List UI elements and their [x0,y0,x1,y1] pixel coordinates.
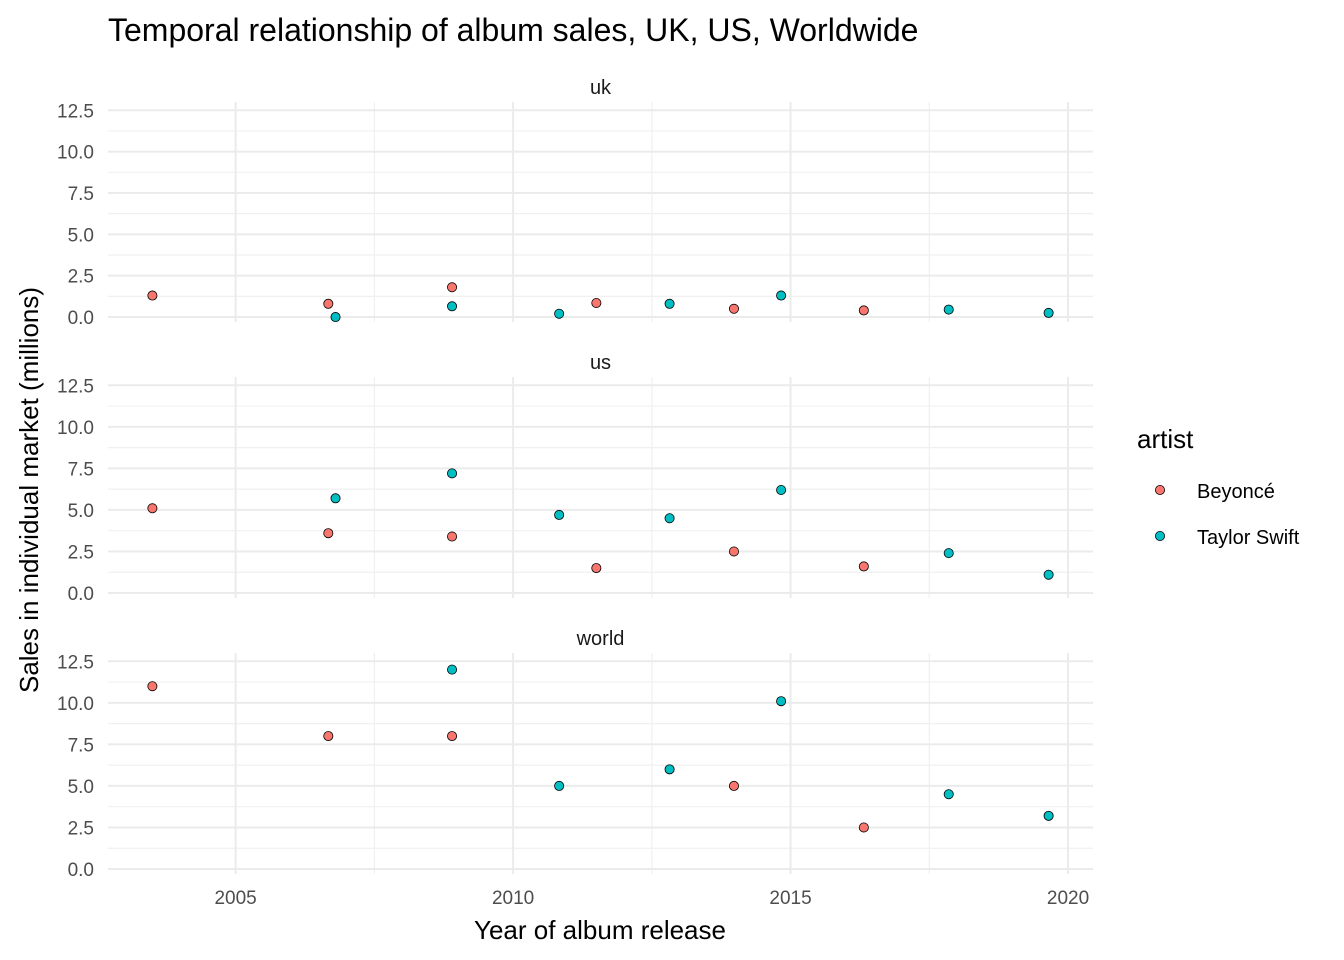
facet-label-world: world [576,628,625,650]
data-point [330,312,341,323]
data-point [554,308,565,319]
panel-us: 0.0 2.5 5.0 7.5 10.0 12.5 us [57,352,1093,605]
legend-label: Taylor Swift [1197,527,1300,549]
data-point [664,513,675,524]
data-point [447,664,458,675]
legend: artist Beyoncé Taylor Swift [1137,424,1300,549]
x-tick-label: 2020 [1047,888,1089,909]
y-tick-label: 2.5 [68,818,94,839]
data-point [776,696,787,707]
x-axis: 2005 2010 2015 2020 [214,888,1089,909]
y-tick-label: 12.5 [57,652,94,673]
legend-key [1155,531,1166,542]
facet-label-us: us [590,352,611,374]
data-point [447,531,458,542]
data-point [943,304,954,315]
y-axis-title: Sales in individual market (millions) [14,287,44,693]
y-tick-label: 10.0 [57,418,94,439]
y-tick-label: 7.5 [68,735,94,756]
data-point [728,546,739,557]
y-tick-label: 12.5 [57,101,94,122]
data-point [147,503,158,514]
x-tick-label: 2005 [214,888,256,909]
data-point [664,298,675,309]
data-point [330,493,341,504]
x-tick-label: 2010 [492,888,534,909]
x-axis-title: Year of album release [474,915,726,945]
y-tick-label: 7.5 [68,184,94,205]
data-point [1043,569,1054,580]
data-point [776,290,787,301]
data-point [323,731,334,742]
data-point [1043,307,1054,318]
y-tick-label: 5.0 [68,225,94,246]
legend-label: Beyoncé [1197,481,1275,503]
facet-label-uk: uk [590,77,612,99]
data-point [858,822,869,833]
y-tick-label: 0.0 [68,308,94,329]
data-point [943,548,954,559]
data-point [447,468,458,479]
panel-uk: 0.0 2.5 5.0 7.5 10.0 12.5 uk [57,77,1093,329]
legend-key [1155,484,1166,495]
data-point [858,561,869,572]
y-tick-label: 2.5 [68,267,94,288]
data-point [554,509,565,520]
data-point [323,528,334,539]
y-tick-label: 5.0 [68,777,94,798]
data-point [728,780,739,791]
x-tick-label: 2015 [769,888,811,909]
y-tick-label: 12.5 [57,376,94,397]
legend-title: artist [1137,424,1194,454]
data-point [1043,810,1054,821]
y-tick-label: 10.0 [57,143,94,164]
data-point [664,764,675,775]
y-tick-label: 5.0 [68,501,94,522]
data-point [858,305,869,316]
data-point [591,297,602,308]
data-point [776,484,787,495]
data-point [728,303,739,314]
y-tick-label: 0.0 [68,860,94,881]
data-point [447,301,458,312]
panel-world: 0.0 2.5 5.0 7.5 10.0 12.5 world [57,628,1093,881]
data-point [323,298,334,309]
data-point [447,731,458,742]
y-tick-label: 10.0 [57,694,94,715]
y-tick-label: 7.5 [68,459,94,480]
data-point [591,563,602,574]
legend-items: Beyoncé Taylor Swift [1155,481,1300,549]
data-point [447,282,458,293]
data-point [554,780,565,791]
y-tick-label: 2.5 [68,542,94,563]
data-point [943,789,954,800]
chart-title: Temporal relationship of album sales, UK… [108,12,918,48]
panels: 0.0 2.5 5.0 7.5 10.0 12.5 uk 0.0 2.5 5.0 7.5 10.0 12… [57,77,1093,881]
data-point [147,290,158,301]
data-point [147,681,158,692]
y-tick-label: 0.0 [68,584,94,605]
